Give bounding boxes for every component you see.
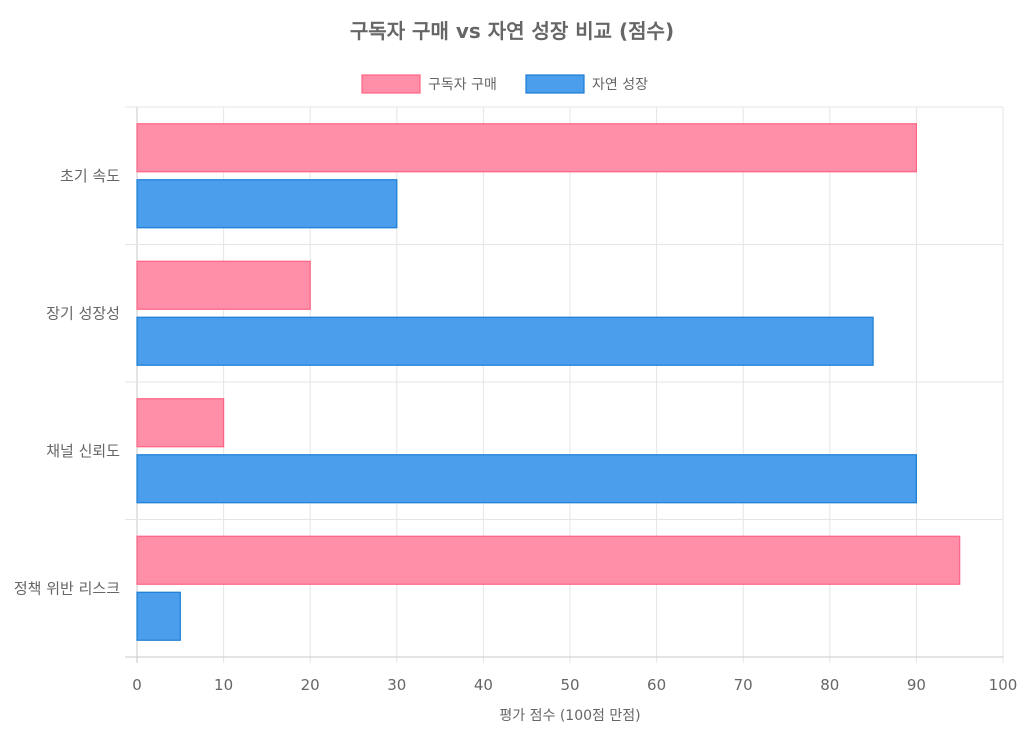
x-tick-label: 60 [647, 676, 666, 694]
bar [136, 591, 181, 641]
x-tick-label: 20 [301, 676, 320, 694]
legend-swatch [361, 74, 421, 94]
x-axis-ticks: 0 10 20 30 40 50 60 70 80 90 100 [132, 676, 1017, 694]
legend-swatch [525, 74, 585, 94]
chart-title: 구독자 구매 vs 자연 성장 비교 (점수) [350, 19, 674, 43]
x-tick-label: 30 [387, 676, 406, 694]
legend-label: 구독자 구매 [428, 77, 497, 93]
x-tick-label: 80 [820, 676, 839, 694]
x-tick-label: 10 [214, 676, 233, 694]
x-tick-label: 90 [907, 676, 926, 694]
x-tick-label: 70 [734, 676, 753, 694]
bar [136, 535, 961, 585]
bar [136, 316, 874, 366]
bar [136, 398, 225, 448]
x-axis-title: 평가 점수 (100점 만점) [499, 708, 640, 724]
bar [136, 454, 918, 504]
x-tick-label: 50 [560, 676, 579, 694]
bar [136, 123, 918, 173]
y-category-label: 정책 위반 리스크 [14, 579, 120, 597]
legend-label: 자연 성장 [592, 77, 648, 93]
y-category-label: 채널 신뢰도 [46, 442, 120, 460]
y-category-label: 초기 속도 [60, 167, 120, 185]
x-tick-label: 0 [132, 676, 142, 694]
bars [136, 123, 961, 641]
y-category-label: 장기 성장성 [46, 304, 120, 322]
grid-lines [125, 106, 1004, 663]
bar [136, 260, 311, 310]
x-tick-label: 40 [474, 676, 493, 694]
bar [136, 179, 398, 229]
x-tick-label: 100 [989, 676, 1018, 694]
legend: 구독자 구매 자연 성장 [361, 74, 648, 94]
